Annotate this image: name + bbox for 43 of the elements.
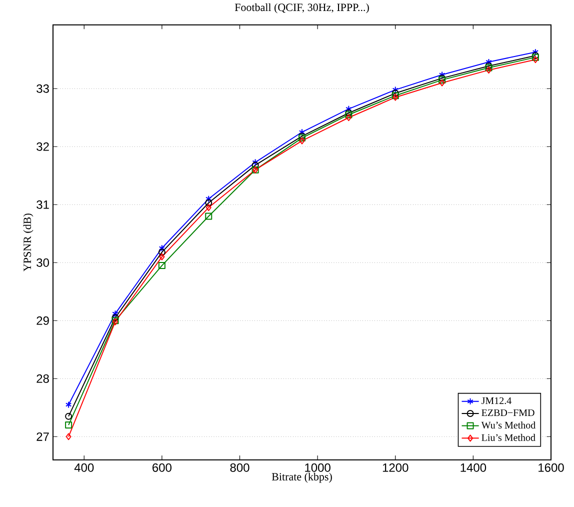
point — [486, 66, 492, 74]
point — [158, 244, 166, 252]
point — [298, 128, 306, 136]
point — [206, 204, 212, 212]
point — [392, 86, 398, 94]
legend-label: JM12.4 — [482, 397, 512, 404]
y-tick-label: 32 — [36, 142, 49, 151]
y-tick-label: 28 — [36, 374, 49, 383]
point — [439, 79, 445, 86]
chart-title: Football (QCIF, 30Hz, IPPP...) — [234, 3, 369, 14]
x-tick-label: 1000 — [305, 463, 330, 472]
point — [346, 114, 352, 122]
point — [65, 412, 72, 420]
y-axis-title: YPSNR (dB) — [23, 214, 34, 272]
point — [159, 253, 165, 260]
point — [158, 248, 166, 256]
point — [206, 195, 212, 202]
x-tick-label: 1600 — [538, 463, 564, 472]
point — [158, 262, 166, 270]
point — [392, 90, 399, 97]
point — [299, 137, 305, 144]
x-axis-title: Bitrate (kbps) — [272, 472, 332, 483]
y-tick-label: 33 — [36, 84, 49, 93]
point — [112, 314, 119, 322]
x-tick-label: 1400 — [460, 463, 486, 472]
legend-label: Wu’s Method — [481, 422, 536, 429]
point — [205, 212, 212, 220]
point — [205, 199, 212, 206]
x-tick-label: 400 — [74, 463, 94, 472]
point — [112, 310, 118, 318]
x-tick-label: 1200 — [382, 463, 408, 472]
y-tick-label: 31 — [36, 200, 49, 209]
x-tick-label: 600 — [152, 463, 172, 472]
legend-label: Liu’s Method — [482, 434, 536, 442]
point — [252, 162, 259, 169]
y-tick-label: 27 — [36, 432, 49, 441]
legend-label: EZBD−FMD — [482, 410, 534, 416]
point — [65, 422, 72, 429]
x-tick-label: 800 — [230, 463, 250, 472]
point — [252, 158, 258, 166]
y-tick-label: 30 — [36, 258, 49, 267]
y-tick-label: 29 — [36, 316, 49, 325]
point — [438, 71, 446, 78]
